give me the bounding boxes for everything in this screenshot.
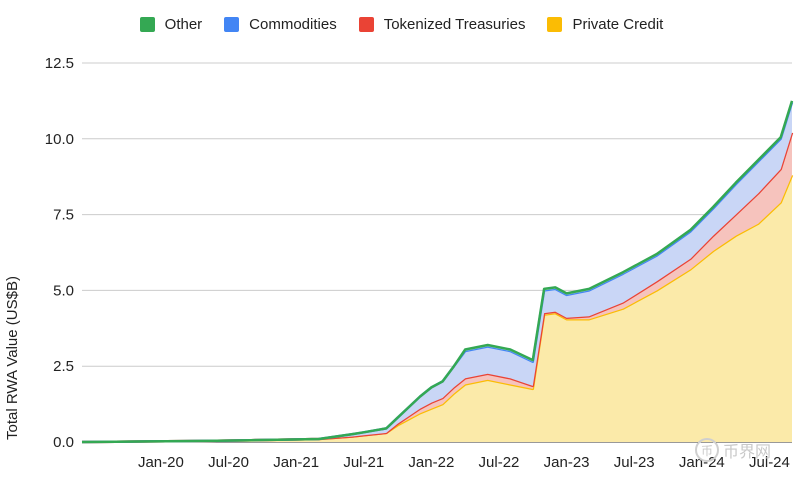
- y-tick-label: 7.5: [53, 207, 74, 224]
- legend-item-private-credit[interactable]: Private Credit: [547, 16, 663, 33]
- watermark: 币 币界网: [695, 438, 771, 462]
- legend-swatch-commodities: [224, 17, 240, 32]
- x-tick-label: Jul-20: [208, 454, 249, 471]
- legend-item-commodities[interactable]: Commodities: [224, 16, 337, 33]
- y-tick-label: 2.5: [53, 358, 74, 375]
- y-tick-label: 0.0: [53, 434, 74, 451]
- y-tick-label: 5.0: [53, 282, 74, 299]
- legend-swatch-tokenized-treasuries: [358, 17, 374, 32]
- legend-label-tokenized-treasuries: Tokenized Treasuries: [383, 16, 526, 33]
- x-tick-label: Jan-21: [273, 454, 319, 471]
- x-tick-label: Jan-20: [138, 454, 184, 471]
- legend-label-commodities: Commodities: [249, 16, 337, 33]
- chart-legend: Other Commodities Tokenized Treasuries P…: [0, 16, 803, 33]
- line-other: [81, 100, 794, 444]
- coin-logo-icon: 币: [695, 438, 719, 462]
- area-tokenized-treasuries: [82, 132, 792, 442]
- legend-label-other: Other: [164, 16, 203, 33]
- legend-item-other[interactable]: Other: [139, 16, 203, 33]
- y-tick-label: 10.0: [45, 131, 74, 148]
- legend-swatch-other: [139, 17, 155, 32]
- x-tick-label: Jan-23: [544, 454, 590, 471]
- area-private-credit: [82, 175, 792, 442]
- area-commodities: [82, 102, 792, 443]
- x-tick-label: Jul-22: [479, 454, 520, 471]
- watermark-text: 币界网: [723, 444, 772, 461]
- y-tick-label: 12.5: [45, 55, 74, 72]
- x-tick-label: Jan-22: [408, 454, 454, 471]
- x-tick-label: Jul-23: [614, 454, 655, 471]
- legend-swatch-private-credit: [547, 17, 563, 32]
- legend-item-tokenized-treasuries[interactable]: Tokenized Treasuries: [358, 16, 526, 33]
- x-tick-label: Jul-24: [749, 454, 790, 471]
- x-tick-label: Jul-21: [343, 454, 384, 471]
- legend-label-private-credit: Private Credit: [572, 16, 664, 33]
